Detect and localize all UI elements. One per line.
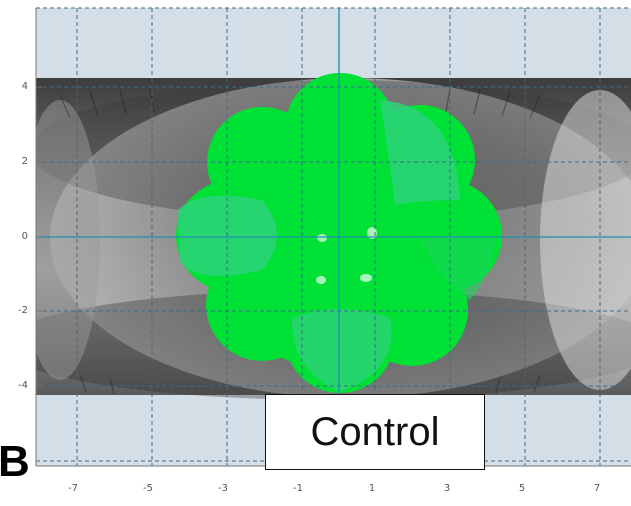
control-caption-box: Control (265, 394, 485, 470)
y-tick-label: 0 (21, 231, 28, 242)
y-tick-label: -2 (18, 305, 28, 316)
x-tick-label: -3 (218, 483, 228, 494)
x-tick-label: -5 (143, 483, 153, 494)
center-axes (36, 8, 631, 466)
topography-map (176, 73, 502, 393)
y-tick-label: 2 (21, 156, 28, 167)
x-tick-label: 5 (518, 483, 526, 494)
y-tick-label: -4 (18, 380, 28, 391)
panel-letter: B (0, 437, 30, 486)
x-tick-label: 7 (593, 483, 601, 494)
y-tick-label: 4 (21, 81, 28, 92)
x-tick-label: -1 (293, 483, 303, 494)
control-caption-text: Control (310, 409, 440, 454)
x-tick-label: 3 (443, 483, 451, 494)
y-axis (35, 8, 42, 466)
x-tick-label: -7 (68, 483, 78, 494)
grid (36, 7, 631, 466)
x-tick-label: 1 (368, 483, 376, 494)
